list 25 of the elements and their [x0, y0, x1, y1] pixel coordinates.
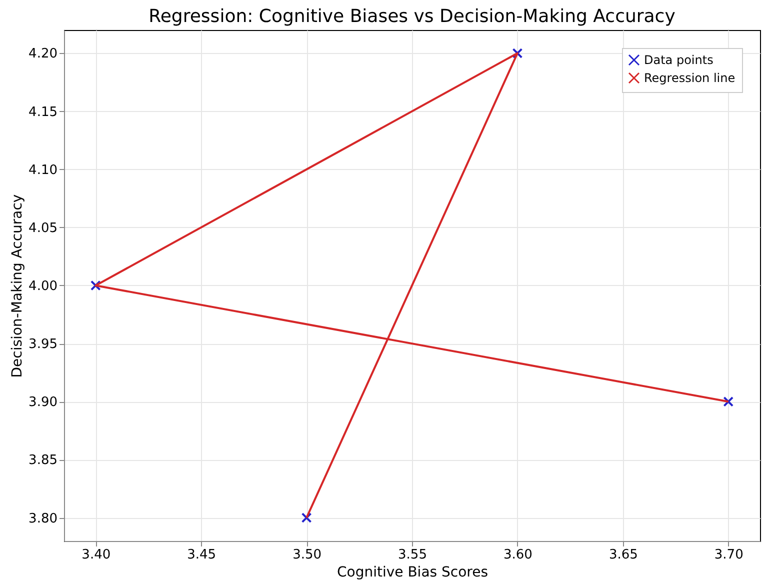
y-tick-label: 4.15 — [28, 104, 58, 120]
y-tick-label: 4.10 — [28, 162, 58, 178]
legend-label: Regression line — [644, 71, 736, 85]
legend-label: Data points — [644, 53, 714, 67]
x-tick-label: 3.60 — [503, 548, 532, 562]
point — [723, 396, 734, 407]
x-tick-label: 3.55 — [398, 548, 427, 562]
x-tick-label: 3.45 — [187, 548, 216, 562]
x-tick-label: 3.70 — [714, 548, 744, 562]
y-tick-label: 4.00 — [28, 279, 58, 294]
y-tick-label: 4.20 — [28, 46, 58, 62]
chart-title: Regression: Cognitive Biases vs Decision-Making Accuracy — [148, 6, 676, 27]
x-axis-title: Cognitive Bias Scores — [336, 564, 488, 580]
y-tick-label: 3.85 — [28, 453, 58, 468]
point — [512, 48, 523, 58]
y-tick-label: 4.05 — [28, 220, 58, 236]
y-axis-title: Decision-Making Accuracy — [10, 194, 26, 378]
x-tick-label: 3.40 — [82, 548, 111, 562]
y-tick-label: 3.95 — [28, 337, 58, 352]
point — [301, 512, 312, 523]
x-tick-label: 3.65 — [608, 548, 638, 562]
y-tick-label: 3.80 — [28, 511, 58, 526]
point — [90, 280, 101, 291]
x-tick-label: 3.50 — [292, 548, 322, 562]
y-tick-label: 3.90 — [28, 395, 58, 410]
